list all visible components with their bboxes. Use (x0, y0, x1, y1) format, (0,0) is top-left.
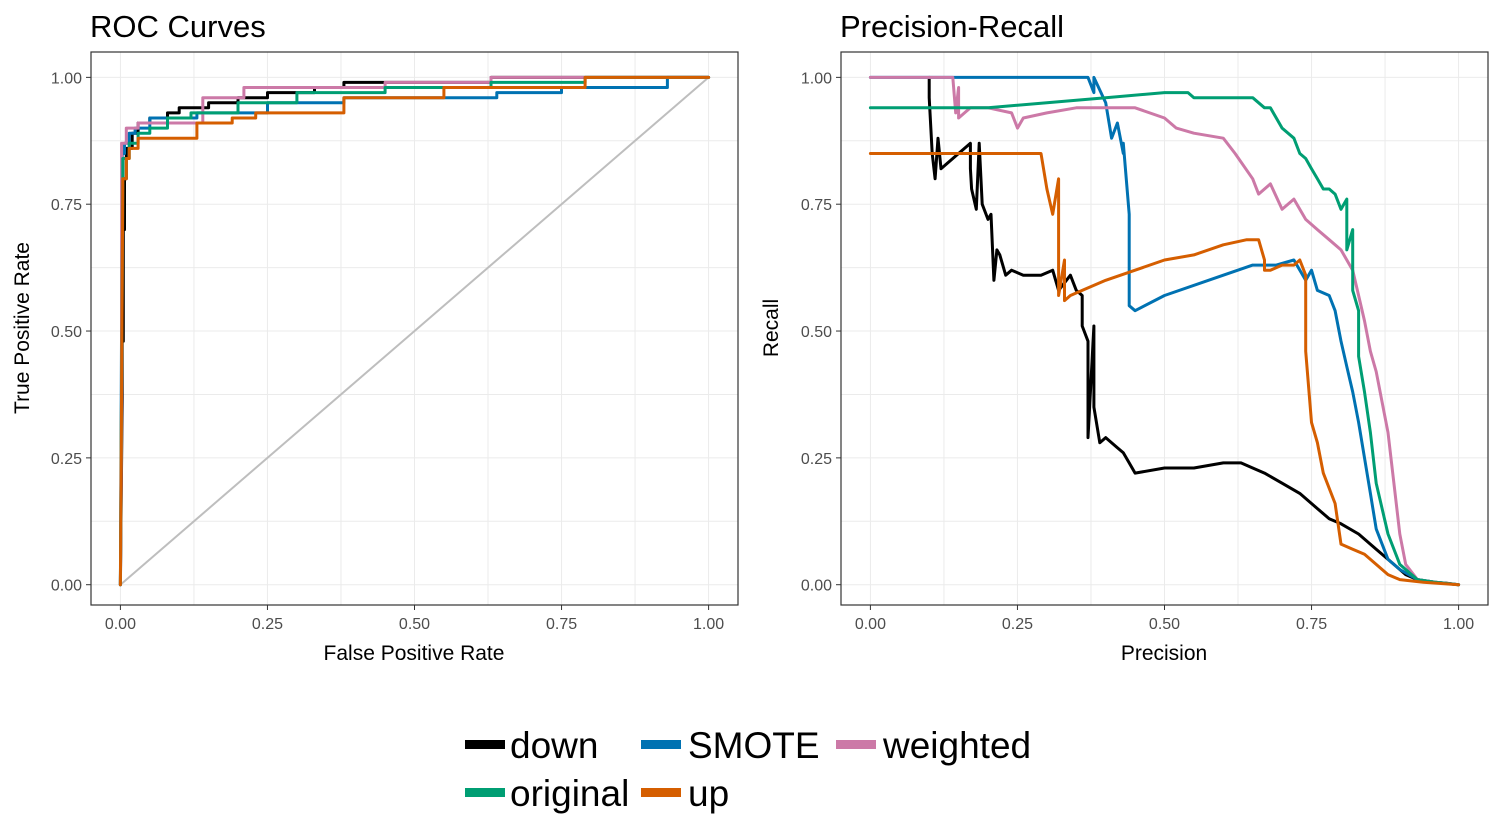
roc-x-tick-label: 0.50 (399, 616, 430, 633)
pr-series-down (927, 75, 1461, 587)
pr-y-axis-title: Recall (760, 299, 783, 357)
pr-series-group (868, 75, 1461, 587)
pr-x-tick-label: 0.25 (1002, 616, 1033, 633)
legend-key-up (641, 788, 681, 797)
pr-x-tick-label: 0.75 (1296, 616, 1327, 633)
pr-x-tick-label: 1.00 (1443, 616, 1474, 633)
legend-key-down (465, 740, 505, 749)
pr-x-tick-label: 0.50 (1149, 616, 1180, 633)
roc-x-tick-label: 0.25 (252, 616, 283, 633)
legend: down SMOTE weighted original up (465, 725, 1031, 814)
pr-y-tick-label: 0.50 (801, 324, 832, 341)
pr-series-original (868, 91, 1461, 587)
legend-item-down: down (465, 725, 598, 766)
legend-key-weighted (836, 740, 876, 749)
roc-x-tick-label: 1.00 (693, 616, 724, 633)
roc-ticks: 0.00 0.00 0.25 0.25 0.50 0.50 0.75 0.75 1.00 1.00 (51, 70, 724, 633)
legend-item-smote: SMOTE (641, 725, 820, 766)
legend-label-weighted: weighted (882, 725, 1031, 766)
roc-y-tick-label: 1.00 (51, 70, 82, 87)
roc-x-tick-label: 0.00 (105, 616, 136, 633)
roc-y-tick-label: 0.25 (51, 451, 82, 468)
legend-item-original: original (465, 773, 629, 814)
roc-series-weighted (118, 75, 711, 587)
roc-y-axis-title: True Positive Rate (11, 242, 34, 414)
pr-y-tick-label: 0.25 (801, 451, 832, 468)
roc-panel: ROC Curves 0.000.000.250.250.500.500.750… (11, 9, 739, 665)
legend-item-weighted: weighted (836, 725, 1031, 766)
roc-series-group (118, 75, 711, 587)
legend-label-smote: SMOTE (688, 725, 820, 766)
pr-ticks: 0.00 0.00 0.25 0.25 0.50 0.50 0.75 0.75 1.00 1.00 (801, 70, 1474, 633)
legend-label-up: up (688, 773, 729, 814)
pr-series-up (868, 152, 1461, 587)
roc-x-axis-title: False Positive Rate (324, 642, 505, 665)
pr-title: Precision-Recall (840, 9, 1064, 44)
roc-series-up (118, 75, 711, 587)
roc-title: ROC Curves (90, 9, 266, 44)
pr-y-tick-label: 1.00 (801, 70, 832, 87)
roc-diagonal-reference-line (119, 76, 710, 586)
legend-label-down: down (510, 725, 598, 766)
legend-key-smote (641, 740, 681, 749)
legend-label-original: original (510, 773, 629, 814)
roc-grid (91, 52, 738, 605)
pr-x-tick-label: 0.00 (855, 616, 886, 633)
legend-item-up: up (641, 773, 729, 814)
pr-y-tick-label: 0.75 (801, 197, 832, 214)
roc-y-tick-label: 0.00 (51, 578, 82, 595)
pr-series-smote (868, 75, 1461, 587)
roc-x-tick-label: 0.75 (546, 616, 577, 633)
pr-series-weighted (868, 75, 1461, 587)
pr-panel: Precision-Recall 0.00 0.00 0.25 0.25 0.50 0.5… (760, 9, 1489, 665)
roc-y-tick-label: 0.50 (51, 324, 82, 341)
pr-x-axis-title: Precision (1121, 642, 1207, 665)
roc-series-smote (118, 75, 711, 587)
pr-y-tick-label: 0.00 (801, 578, 832, 595)
pr-grid (841, 52, 1488, 605)
legend-key-original (465, 788, 505, 797)
roc-y-tick-label: 0.75 (51, 197, 82, 214)
